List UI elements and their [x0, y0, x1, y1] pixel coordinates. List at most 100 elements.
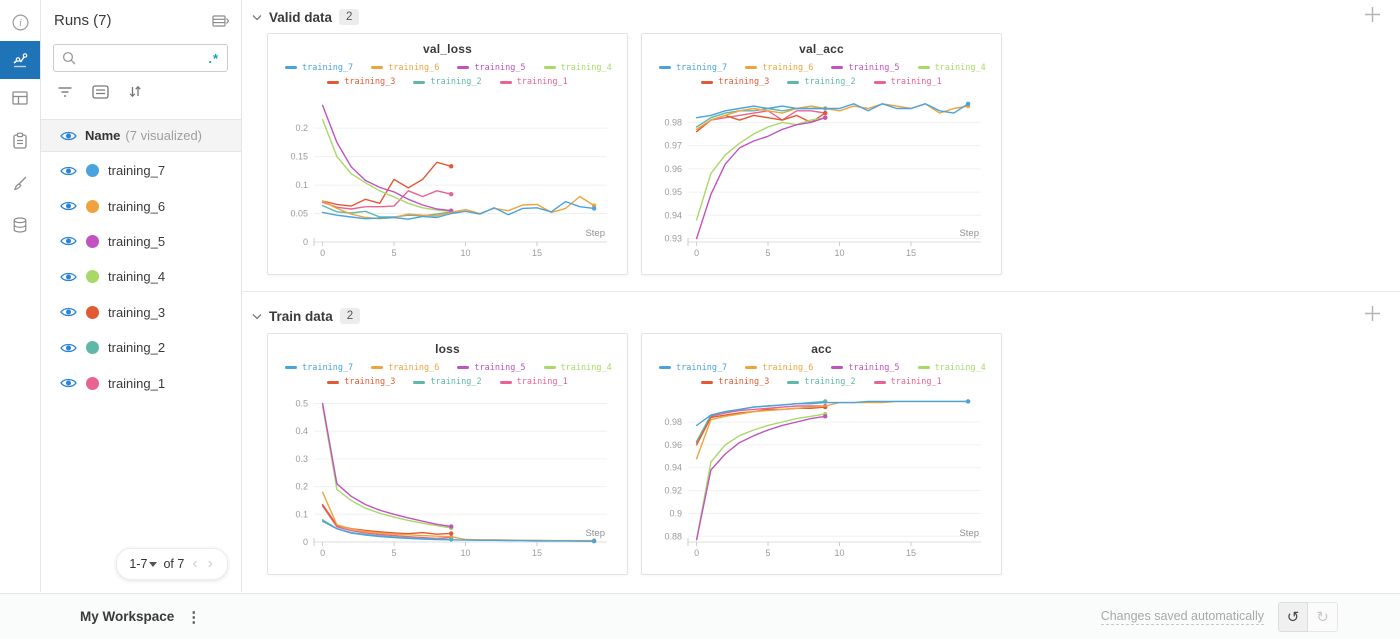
legend-label: training_1: [890, 377, 942, 387]
legend-item-training_2[interactable]: training_2: [413, 76, 482, 88]
run-name[interactable]: training_7: [108, 163, 166, 179]
legend-dash: [413, 380, 426, 384]
name-column-label: Name: [85, 128, 121, 143]
legend-dash: [917, 66, 930, 69]
legend-item-training_4[interactable]: training_4: [543, 362, 612, 374]
add-panel-button[interactable]: [1363, 304, 1382, 328]
chart-panel-val-acc[interactable]: val_acc training_7 training_6 training_5 tr…: [641, 33, 1002, 275]
undo-button[interactable]: ↺: [1278, 601, 1308, 632]
eye-icon[interactable]: [60, 200, 77, 212]
sort-icon[interactable]: [128, 84, 142, 99]
legend-item-training_5[interactable]: training_5: [457, 362, 526, 374]
legend-item-training_6[interactable]: training_6: [371, 362, 439, 374]
chevron-down-icon[interactable]: [252, 313, 262, 320]
legend-label: training_1: [516, 77, 568, 87]
legend-item-training_5[interactable]: training_5: [831, 362, 900, 374]
rail-item-sweeps[interactable]: [0, 165, 40, 203]
chart-panel-loss[interactable]: loss training_7 training_6 training_5 train…: [267, 333, 628, 575]
run-row-training_2: training_2: [41, 330, 241, 365]
rail-item-overview[interactable]: i: [0, 3, 40, 41]
legend-item-training_3[interactable]: training_3: [327, 376, 395, 388]
legend-item-training_2[interactable]: training_2: [787, 76, 856, 88]
legend-label: training_2: [804, 77, 856, 87]
svg-text:5: 5: [392, 248, 397, 258]
legend-item-training_3[interactable]: training_3: [327, 76, 395, 88]
redo-icon: ↻: [1316, 608, 1329, 626]
filter-icon[interactable]: [57, 85, 73, 99]
legend-item-training_3[interactable]: training_3: [701, 76, 769, 88]
run-name[interactable]: training_1: [108, 375, 166, 391]
eye-icon[interactable]: [60, 342, 77, 354]
run-name[interactable]: training_6: [108, 198, 166, 214]
section-header-valid-data[interactable]: Valid data 2: [252, 8, 360, 26]
list-icon[interactable]: [92, 84, 109, 99]
legend-item-training_2[interactable]: training_2: [413, 376, 482, 388]
legend-item-training_7[interactable]: training_7: [659, 362, 727, 374]
legend-item-training_1[interactable]: training_1: [499, 76, 568, 88]
legend-item-training_5[interactable]: training_5: [457, 62, 526, 74]
chevron-down-icon[interactable]: [252, 14, 262, 21]
legend-item-training_1[interactable]: training_1: [499, 376, 568, 388]
run-search-input[interactable]: [82, 50, 209, 66]
rail-item-artifacts[interactable]: [0, 206, 40, 244]
legend-item-training_7[interactable]: training_7: [285, 362, 353, 374]
legend-dash: [457, 66, 470, 69]
eye-icon[interactable]: [60, 306, 77, 318]
legend-item-training_1[interactable]: training_1: [873, 76, 942, 88]
legend-item-training_6[interactable]: training_6: [745, 62, 813, 74]
svg-text:0: 0: [303, 537, 308, 547]
legend-item-training_6[interactable]: training_6: [371, 62, 439, 74]
legend-item-training_5[interactable]: training_5: [831, 62, 900, 74]
legend-item-training_4[interactable]: training_4: [543, 62, 612, 74]
eye-icon[interactable]: [60, 165, 77, 177]
eye-icon[interactable]: [60, 130, 77, 142]
legend-item-training_4[interactable]: training_4: [917, 362, 986, 374]
chevron-left-icon[interactable]: ‹: [192, 555, 198, 572]
section-divider: [242, 291, 1400, 292]
svg-text:0.98: 0.98: [664, 417, 682, 427]
eye-icon[interactable]: [60, 235, 77, 247]
rail-item-panels[interactable]: [0, 79, 40, 117]
svg-text:0: 0: [694, 248, 699, 258]
legend-item-training_3[interactable]: training_3: [701, 376, 769, 388]
legend-item-training_4[interactable]: training_4: [917, 62, 986, 74]
eye-icon[interactable]: [60, 377, 77, 389]
run-name[interactable]: training_5: [108, 233, 166, 249]
run-color-dot: [86, 199, 99, 213]
svg-text:0.95: 0.95: [664, 187, 682, 197]
chart-panel-val-loss[interactable]: val_loss training_7 training_6 training_5 t…: [267, 33, 628, 275]
chevron-right-icon[interactable]: ›: [207, 555, 213, 572]
legend-item-training_7[interactable]: training_7: [659, 62, 727, 74]
legend-item-training_7[interactable]: training_7: [285, 62, 353, 74]
legend-item-training_2[interactable]: training_2: [787, 376, 856, 388]
chart-panel-acc[interactable]: acc training_7 training_6 training_5 traini…: [641, 333, 1002, 575]
add-panel-button[interactable]: [1363, 5, 1382, 29]
kebab-icon[interactable]: ⋮: [186, 608, 202, 626]
svg-text:10: 10: [834, 248, 844, 258]
eye-icon[interactable]: [60, 271, 77, 283]
legend-dash: [701, 80, 714, 84]
run-name[interactable]: training_3: [108, 304, 166, 320]
line-chart-icon: [10, 50, 30, 70]
rail-item-runs[interactable]: [0, 122, 40, 160]
svg-text:0: 0: [694, 548, 699, 558]
redo-button[interactable]: ↻: [1308, 601, 1338, 632]
svg-text:10: 10: [460, 548, 470, 558]
run-search-box: .*: [53, 44, 228, 72]
run-name[interactable]: training_4: [108, 269, 166, 285]
rail-item-charts[interactable]: [0, 41, 40, 79]
run-name[interactable]: training_2: [108, 340, 166, 356]
chart-canvas-loss: 0 0.1 0.2 0.3 0.4 0.5 0 5 10 15 Step: [295, 399, 607, 558]
regex-icon[interactable]: .*: [208, 50, 219, 66]
table-expand-icon[interactable]: [212, 14, 229, 29]
legend-dash: [327, 80, 340, 84]
chart-canvas-acc: 0.88 0.9 0.92 0.94 0.96 0.98 0 5 10 15 Step: [664, 399, 981, 558]
legend-label: training_6: [388, 362, 440, 373]
legend-item-training_6[interactable]: training_6: [745, 362, 813, 374]
svg-text:15: 15: [906, 548, 916, 558]
svg-text:0.4: 0.4: [295, 426, 308, 436]
legend-item-training_1[interactable]: training_1: [873, 376, 942, 388]
svg-text:0.3: 0.3: [295, 454, 308, 464]
page-size-dropdown[interactable]: 1-7: [129, 557, 158, 571]
section-header-train-data[interactable]: Train data 2: [252, 307, 361, 325]
